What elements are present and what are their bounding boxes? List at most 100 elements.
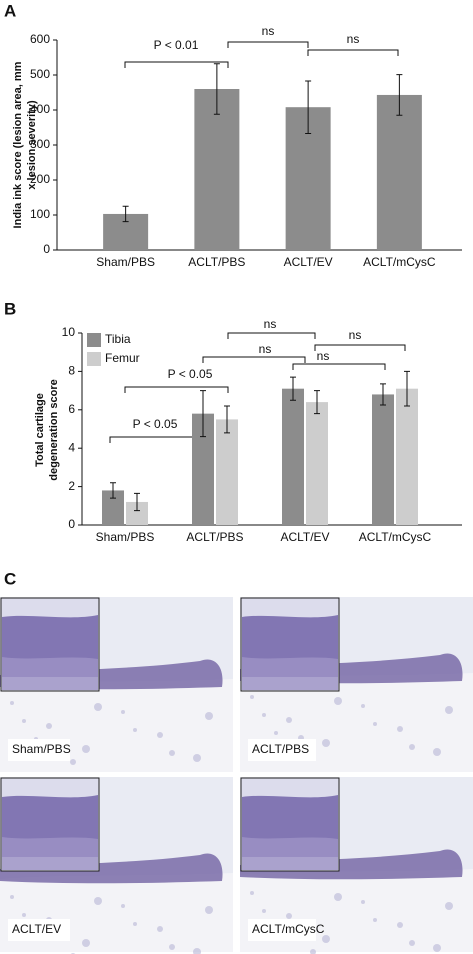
annotation: ns <box>264 317 277 331</box>
significance-bracket <box>227 41 309 48</box>
annotation: ns <box>259 342 272 356</box>
label-box <box>248 919 316 941</box>
legend-label: Tibia <box>105 332 131 346</box>
label-box <box>8 919 70 941</box>
y-tick-label: 200 <box>30 172 50 186</box>
marrow-spot <box>169 944 175 950</box>
marrow-spot <box>373 722 377 726</box>
histology-image: ACLT/EV <box>0 777 233 954</box>
marrow-spot <box>409 940 415 946</box>
marrow-spot <box>286 913 292 919</box>
y-tick-label: 500 <box>30 67 50 81</box>
y-tick-label: 2 <box>68 479 75 493</box>
significance-bracket <box>314 344 406 351</box>
legend-swatch <box>87 352 101 366</box>
legend-swatch <box>87 333 101 347</box>
y-axis-label: Total cartilage <box>34 393 46 467</box>
marrow-spot <box>193 754 201 762</box>
x-tick-label: ACLT/PBS <box>186 530 243 544</box>
y-tick-label: 600 <box>30 32 50 46</box>
error-bar <box>380 383 386 406</box>
marrow-spot <box>286 717 292 723</box>
cartilage-band <box>240 849 463 880</box>
marrow-spot <box>262 909 266 913</box>
legend-label: Femur <box>105 351 140 365</box>
y-axis-label: degeneration score <box>48 379 60 480</box>
annotation: ns <box>349 328 362 342</box>
x-tick-label: ACLT/EV <box>284 255 333 269</box>
marrow-spot <box>121 904 125 908</box>
y-tick-label: 8 <box>68 364 75 378</box>
y-tick-label: 300 <box>30 137 50 151</box>
bar <box>372 394 394 525</box>
annotation: ns <box>347 32 360 46</box>
y-tick-label: 400 <box>30 102 50 116</box>
marrow-spot <box>409 744 415 750</box>
marrow-spot <box>397 726 403 732</box>
marrow-spot <box>397 922 403 928</box>
bar <box>282 388 304 525</box>
error-bar <box>290 376 296 401</box>
marrow-spot <box>22 719 26 723</box>
marrow-spot <box>373 918 377 922</box>
inset-deep-zone <box>2 657 98 690</box>
marrow-spot <box>82 745 90 753</box>
y-tick-label: 0 <box>68 517 75 531</box>
error-bar <box>305 80 312 134</box>
marrow-spot <box>445 902 453 910</box>
histology-image: Sham/PBS <box>0 597 233 772</box>
image-label: ACLT/PBS <box>252 742 309 756</box>
bar <box>376 94 422 250</box>
marrow-spot <box>133 922 137 926</box>
y-axis-label: x lesion severity) <box>26 100 38 190</box>
marrow-spot <box>193 948 201 954</box>
marrow-spot <box>169 750 175 756</box>
annotation: P < 0.05 <box>133 417 178 431</box>
error-bar <box>122 205 129 223</box>
marrow-spot <box>70 759 76 765</box>
x-tick-label: Sham/PBS <box>96 255 155 269</box>
inset-deep-zone <box>242 837 338 870</box>
x-tick-label: ACLT/EV <box>280 530 329 544</box>
annotation: P < 0.05 <box>168 367 213 381</box>
x-tick-label: ACLT/PBS <box>188 255 245 269</box>
marrow-spot <box>121 710 125 714</box>
marrow-spot <box>250 891 254 895</box>
marrow-spot <box>46 723 52 729</box>
marrow-spot <box>94 897 102 905</box>
inset-deep-zone <box>2 837 98 870</box>
error-bar <box>404 370 410 407</box>
marrow-spot <box>334 697 342 705</box>
y-tick-label: 0 <box>43 242 50 256</box>
significance-bracket <box>202 356 306 363</box>
error-bar <box>200 390 206 438</box>
marrow-spot <box>445 706 453 714</box>
label-box <box>8 739 70 761</box>
significance-bracket <box>292 363 386 370</box>
cartilage-band <box>0 853 223 884</box>
marrow-spot <box>82 939 90 947</box>
marrow-spot <box>250 695 254 699</box>
image-label: ACLT/mCysC <box>252 922 325 936</box>
marrow-spot <box>322 739 330 747</box>
label-box <box>248 739 316 761</box>
bar <box>216 419 238 525</box>
significance-bracket <box>227 332 316 339</box>
annotation: ns <box>262 24 275 38</box>
error-bar <box>224 405 230 434</box>
x-tick-label: ACLT/mCysC <box>359 530 432 544</box>
marrow-spot <box>10 701 14 705</box>
marrow-spot <box>361 704 365 708</box>
image-label: ACLT/EV <box>12 922 61 936</box>
bar <box>102 490 124 525</box>
marrow-spot <box>322 935 330 943</box>
marrow-spot <box>22 913 26 917</box>
image-label: Sham/PBS <box>12 742 71 756</box>
y-tick-label: 10 <box>62 325 76 339</box>
marrow-spot <box>361 900 365 904</box>
x-tick-label: ACLT/mCysC <box>363 255 436 269</box>
bar <box>396 388 418 525</box>
annotation: ns <box>317 349 330 363</box>
panel-label: B <box>4 299 16 318</box>
